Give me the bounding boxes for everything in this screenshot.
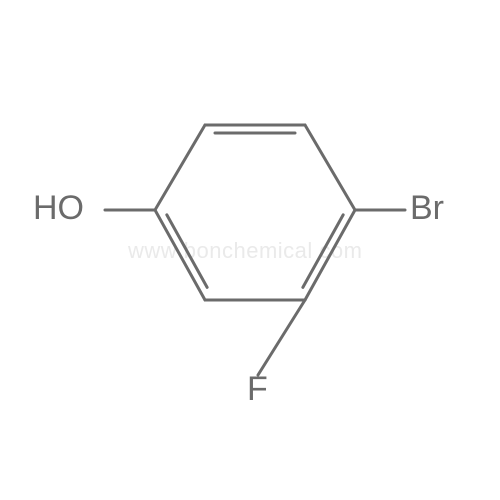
- hydroxyl-label: HO: [33, 189, 84, 228]
- structure-canvas: www bonchemical com HO Br F: [0, 0, 500, 500]
- bromine-label: Br: [410, 189, 444, 228]
- fluorine-label: F: [247, 370, 268, 409]
- bond-layer: [0, 0, 500, 500]
